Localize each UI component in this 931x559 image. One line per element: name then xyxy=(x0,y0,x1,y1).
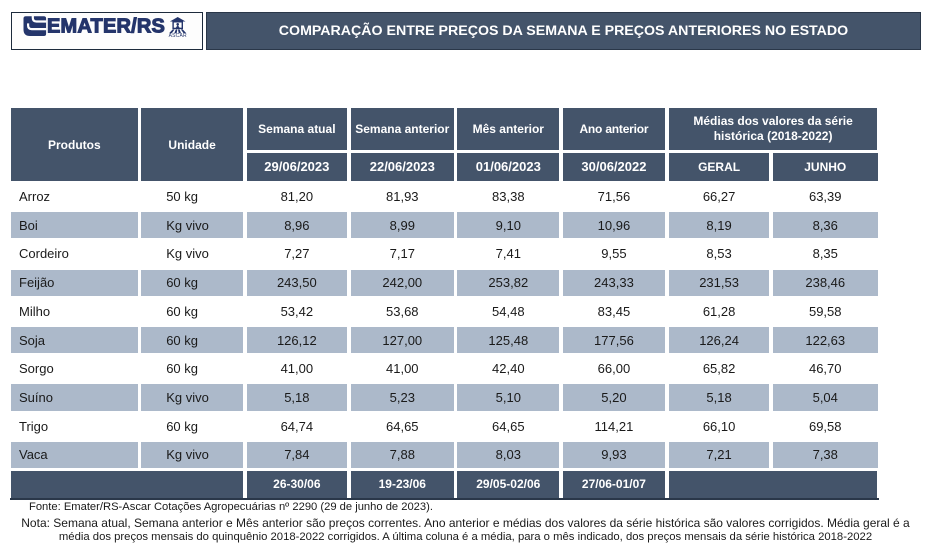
svg-text:EMATER/RS: EMATER/RS xyxy=(47,16,165,38)
svg-text:ASCAR: ASCAR xyxy=(169,33,187,39)
